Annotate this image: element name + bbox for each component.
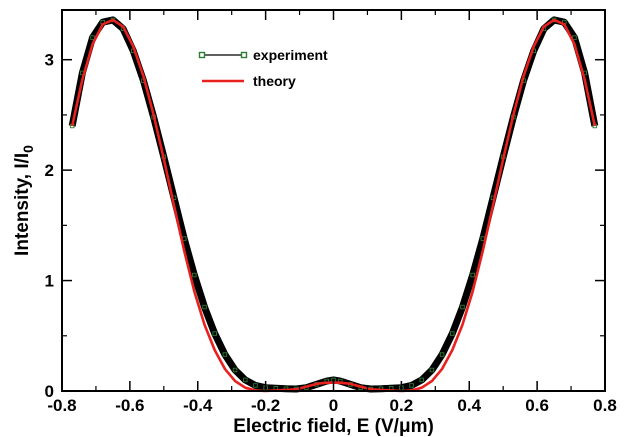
- legend-marker-experiment: [198, 51, 206, 59]
- series-line-experiment: [68, 16, 599, 393]
- data-point-experiment: [450, 331, 455, 336]
- data-point-experiment: [460, 304, 465, 310]
- y-axis-title-subscript: 0: [20, 145, 36, 153]
- data-point-experiment: [253, 383, 258, 388]
- y-axis-title: Intensity, I/I0: [12, 145, 36, 256]
- x-tick-label: 0.2: [390, 396, 414, 415]
- data-point-experiment: [470, 272, 475, 278]
- series-line-theory: [70, 18, 597, 393]
- data-point-experiment: [232, 367, 238, 373]
- ticks-layer: -0.8 -0.6 -0.4 -0.2 0 0.2 0.4 0.6 0.8 0 1 2 3: [45, 10, 617, 415]
- plot-layer: [68, 16, 599, 393]
- legend-item-theory: theory: [202, 73, 296, 89]
- data-point-experiment: [243, 377, 248, 383]
- data-point-experiment: [212, 331, 217, 336]
- data-point-experiment: [202, 304, 207, 310]
- data-point-experiment: [429, 367, 435, 373]
- x-tick-label: -0.6: [115, 396, 144, 415]
- legend-label-theory: theory: [253, 73, 296, 89]
- data-point-experiment: [90, 35, 95, 40]
- x-tick-label: 0.4: [457, 396, 481, 415]
- legend: experiment theory: [198, 47, 328, 89]
- y-tick-label: 1: [45, 272, 54, 291]
- y-tick-label: 2: [45, 161, 54, 180]
- x-tick-label: -0.8: [47, 396, 76, 415]
- x-tick-label: 0.8: [593, 396, 617, 415]
- x-axis-title: Electric field, E (V/μm): [233, 416, 434, 437]
- y-tick-label: 3: [45, 51, 54, 70]
- data-point-experiment: [572, 35, 577, 40]
- x-tick-label: -0.2: [251, 396, 280, 415]
- legend-marker-experiment: [240, 51, 248, 59]
- data-point-experiment: [222, 352, 228, 357]
- x-tick-label: 0.6: [525, 396, 549, 415]
- data-point-experiment: [419, 377, 424, 383]
- x-tick-label: -0.4: [183, 396, 213, 415]
- legend-label-experiment: experiment: [253, 47, 328, 63]
- data-point-experiment: [439, 352, 445, 357]
- plot-frame: [61, 9, 606, 392]
- y-tick-label: 0: [45, 382, 54, 401]
- data-point-experiment: [192, 272, 197, 278]
- x-tick-label: 0: [329, 396, 338, 415]
- y-axis-title-main: Intensity, I/I: [12, 153, 33, 256]
- legend-item-experiment: experiment: [198, 47, 328, 63]
- data-point-experiment: [409, 383, 414, 388]
